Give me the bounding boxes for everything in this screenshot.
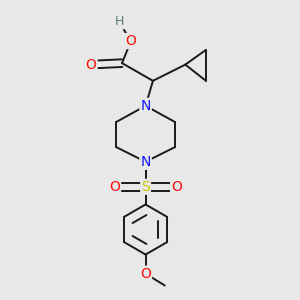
Text: H: H [114, 15, 124, 28]
Text: O: O [171, 180, 182, 194]
Text: O: O [125, 34, 136, 48]
Text: S: S [141, 180, 150, 194]
Text: N: N [140, 155, 151, 169]
Text: O: O [86, 58, 97, 72]
Text: O: O [140, 267, 151, 281]
Text: N: N [140, 99, 151, 113]
Text: O: O [109, 180, 120, 194]
